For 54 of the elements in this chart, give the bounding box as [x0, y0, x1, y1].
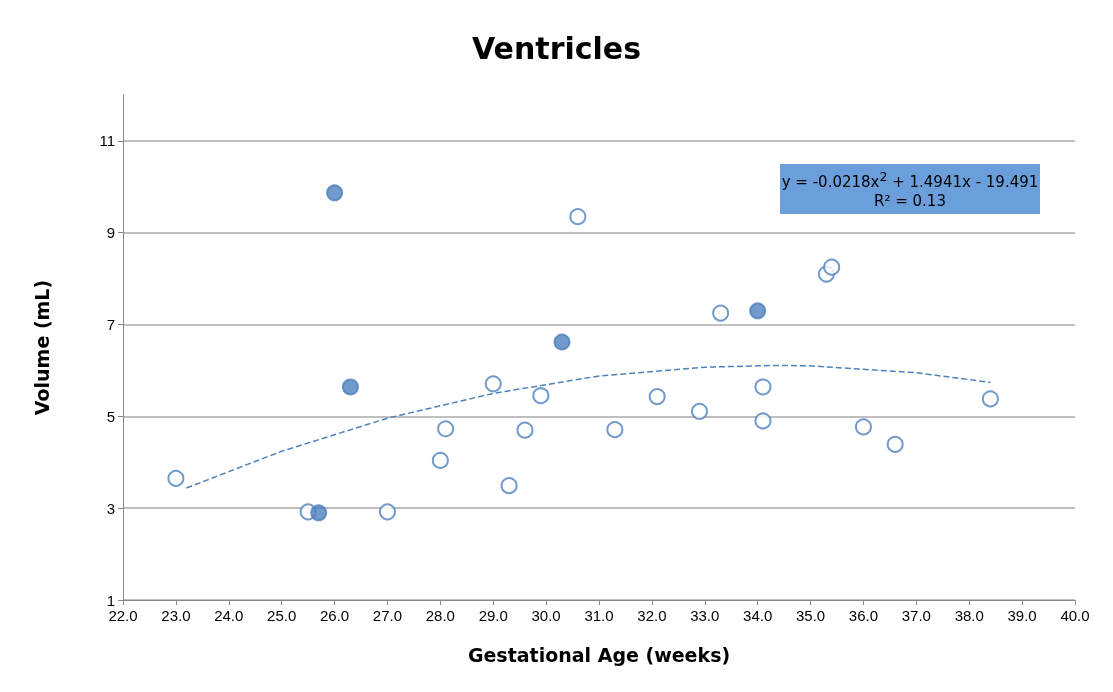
point — [691, 402, 708, 420]
point — [712, 304, 730, 322]
x-tick-label: 30.0 — [531, 607, 561, 624]
x-tick-label: 33.0 — [690, 607, 720, 624]
x-tick-label: 28.0 — [425, 607, 455, 624]
x-tick-label: 35.0 — [795, 607, 826, 624]
point — [167, 469, 185, 487]
y-tick-label: 3 — [106, 499, 115, 517]
point — [532, 387, 550, 405]
point — [749, 302, 767, 320]
point — [648, 388, 666, 406]
x-tick-label: 29.0 — [478, 607, 508, 624]
annotation: y = -0.0218x$^{2}$ + 1.4941x - 19.491 — [781, 169, 1039, 191]
x-tick-label: 24.0 — [214, 607, 244, 624]
point — [431, 451, 449, 469]
point — [569, 208, 587, 226]
point — [484, 375, 502, 393]
point — [326, 184, 344, 202]
x-tick-label: 40.0 — [1060, 607, 1090, 624]
point — [341, 378, 359, 396]
point — [981, 390, 999, 408]
x-tick-label: 32.0 — [637, 607, 667, 624]
point — [553, 333, 571, 351]
point — [754, 378, 772, 396]
x-tick-label: 37.0 — [901, 607, 931, 624]
x-tick-label: 23.0 — [161, 607, 191, 624]
point — [516, 421, 534, 439]
x-tick-label: 31.0 — [584, 607, 614, 624]
x-tick-label: 27.0 — [372, 607, 403, 624]
point — [606, 421, 624, 439]
point — [886, 435, 904, 453]
point — [854, 418, 872, 436]
point — [378, 503, 396, 521]
y-tick-label: 7 — [106, 316, 115, 334]
x-tick-label: 34.0 — [743, 607, 773, 624]
y-tick-label: 1 — [106, 591, 115, 609]
y-axis-title: Volume (mL) — [30, 279, 53, 416]
x-tick-label: 22.0 — [108, 607, 138, 624]
chart-title: Ventricles — [472, 30, 641, 66]
point — [500, 477, 518, 495]
x-tick-label: 26.0 — [319, 607, 350, 624]
x-tick-label: 39.0 — [1007, 607, 1037, 624]
y-tick-label: 11 — [99, 132, 115, 150]
point — [310, 504, 328, 522]
x-tick-label: 36.0 — [848, 607, 879, 624]
x-tick-label: 38.0 — [954, 607, 984, 624]
annotation: R² = 0.13 — [874, 192, 946, 210]
point — [437, 420, 455, 438]
point — [823, 258, 841, 276]
x-tick-label: 25.0 — [267, 607, 297, 624]
x-axis-title: Gestational Age (weeks) — [467, 643, 731, 666]
point — [754, 412, 772, 430]
y-tick-label: 5 — [106, 407, 115, 425]
y-tick-label: 9 — [106, 224, 115, 242]
